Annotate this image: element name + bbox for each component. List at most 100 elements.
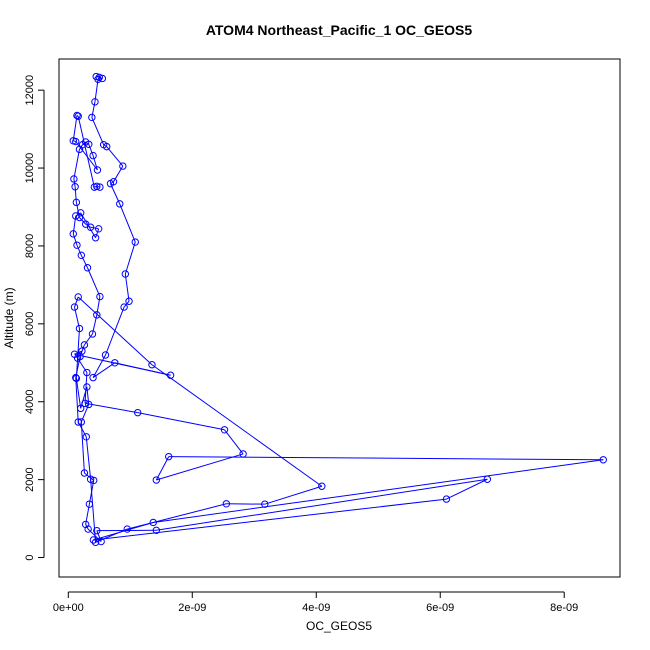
data-point: [69, 137, 77, 145]
data-point: [97, 537, 105, 546]
plot-area-frame: [58, 58, 621, 578]
data-point: [103, 142, 111, 151]
data-point: [94, 225, 103, 233]
series-segment: [87, 267, 101, 297]
series-segment: [92, 362, 116, 379]
data-point: [90, 476, 98, 485]
data-point: [75, 324, 84, 333]
y-tick-label: 10000: [24, 153, 36, 184]
data-point: [91, 234, 100, 242]
data-point: [119, 162, 127, 170]
series-segment: [95, 228, 100, 238]
data-point: [91, 538, 100, 547]
data-point: [106, 179, 115, 188]
data-point: [88, 330, 97, 338]
series-segment: [75, 378, 82, 409]
data-point: [220, 426, 229, 434]
series-segment: [156, 478, 488, 531]
data-point: [96, 292, 104, 301]
data-point: [222, 500, 231, 508]
data-point: [134, 408, 142, 417]
data-point: [93, 182, 101, 191]
data-point: [73, 111, 81, 120]
data-point: [85, 500, 94, 508]
data-point: [93, 526, 101, 535]
series-segment: [84, 402, 138, 414]
data-point: [93, 311, 101, 319]
data-point: [239, 450, 247, 458]
x-tick-label: 8e-09: [550, 602, 578, 614]
series-segment: [77, 296, 153, 366]
series-segment: [123, 300, 130, 308]
data-point: [125, 297, 133, 305]
data-point: [111, 359, 119, 367]
series-segment: [224, 429, 244, 455]
data-point: [95, 73, 103, 82]
data-point: [70, 303, 79, 311]
data-point: [81, 399, 89, 407]
x-tick-label: 2e-09: [178, 602, 206, 614]
data-point: [123, 525, 131, 533]
series-segment: [119, 203, 136, 243]
data-point: [96, 183, 104, 191]
series-segment: [109, 183, 121, 205]
data-point: [131, 238, 139, 246]
x-axis: 0e+00 2e-09 4e-09 6e-09 8e-09: [53, 591, 578, 614]
data-point: [76, 209, 85, 217]
data-point: [483, 475, 492, 483]
data-point: [77, 418, 86, 426]
series-segment: [93, 498, 447, 541]
data-point: [85, 140, 93, 148]
series-segment: [79, 217, 87, 225]
data-point: [121, 270, 130, 278]
data-point: [93, 166, 102, 174]
data-point: [80, 469, 89, 477]
series-segment: [95, 528, 128, 543]
series-segment: [72, 115, 78, 141]
data-point: [261, 500, 269, 508]
data-point: [83, 264, 92, 272]
series-segment: [84, 372, 88, 404]
data-point: [74, 112, 82, 120]
data-point: [152, 526, 161, 534]
series-segment: [72, 233, 78, 246]
series-segment: [76, 115, 79, 117]
series-segment: [80, 421, 85, 474]
series-segment: [85, 436, 92, 480]
series-segment: [90, 479, 97, 543]
x-tick-label: 6e-09: [426, 602, 454, 614]
series-segment: [127, 503, 227, 530]
data-point: [77, 251, 86, 259]
series-segment: [96, 530, 102, 542]
series-segment: [88, 144, 94, 156]
y-tick-label: 2000: [24, 467, 36, 491]
series-segment: [153, 459, 604, 523]
series-segment: [84, 333, 93, 346]
series-segment: [106, 146, 124, 167]
data-point: [86, 475, 95, 483]
data-point: [72, 374, 81, 383]
data-point: [98, 74, 107, 83]
data-point: [74, 293, 82, 301]
series-segment: [80, 255, 88, 268]
series-segment: [74, 353, 171, 376]
series-segment: [156, 453, 244, 481]
data-point: [120, 303, 128, 311]
data-point: [81, 220, 90, 228]
data-point: [91, 98, 99, 106]
data-point: [82, 433, 90, 441]
data-point: [116, 200, 124, 208]
data-point: [165, 452, 173, 461]
data-point: [74, 418, 82, 426]
series-segment: [151, 364, 323, 487]
series-segment: [264, 485, 322, 505]
data-point: [81, 520, 90, 529]
series-segment: [75, 377, 79, 423]
data-point: [69, 230, 77, 238]
data-point: [599, 456, 607, 464]
series-segment: [74, 186, 77, 203]
series-segment: [85, 524, 89, 530]
series-segment: [91, 101, 96, 118]
data-point: [75, 213, 84, 222]
